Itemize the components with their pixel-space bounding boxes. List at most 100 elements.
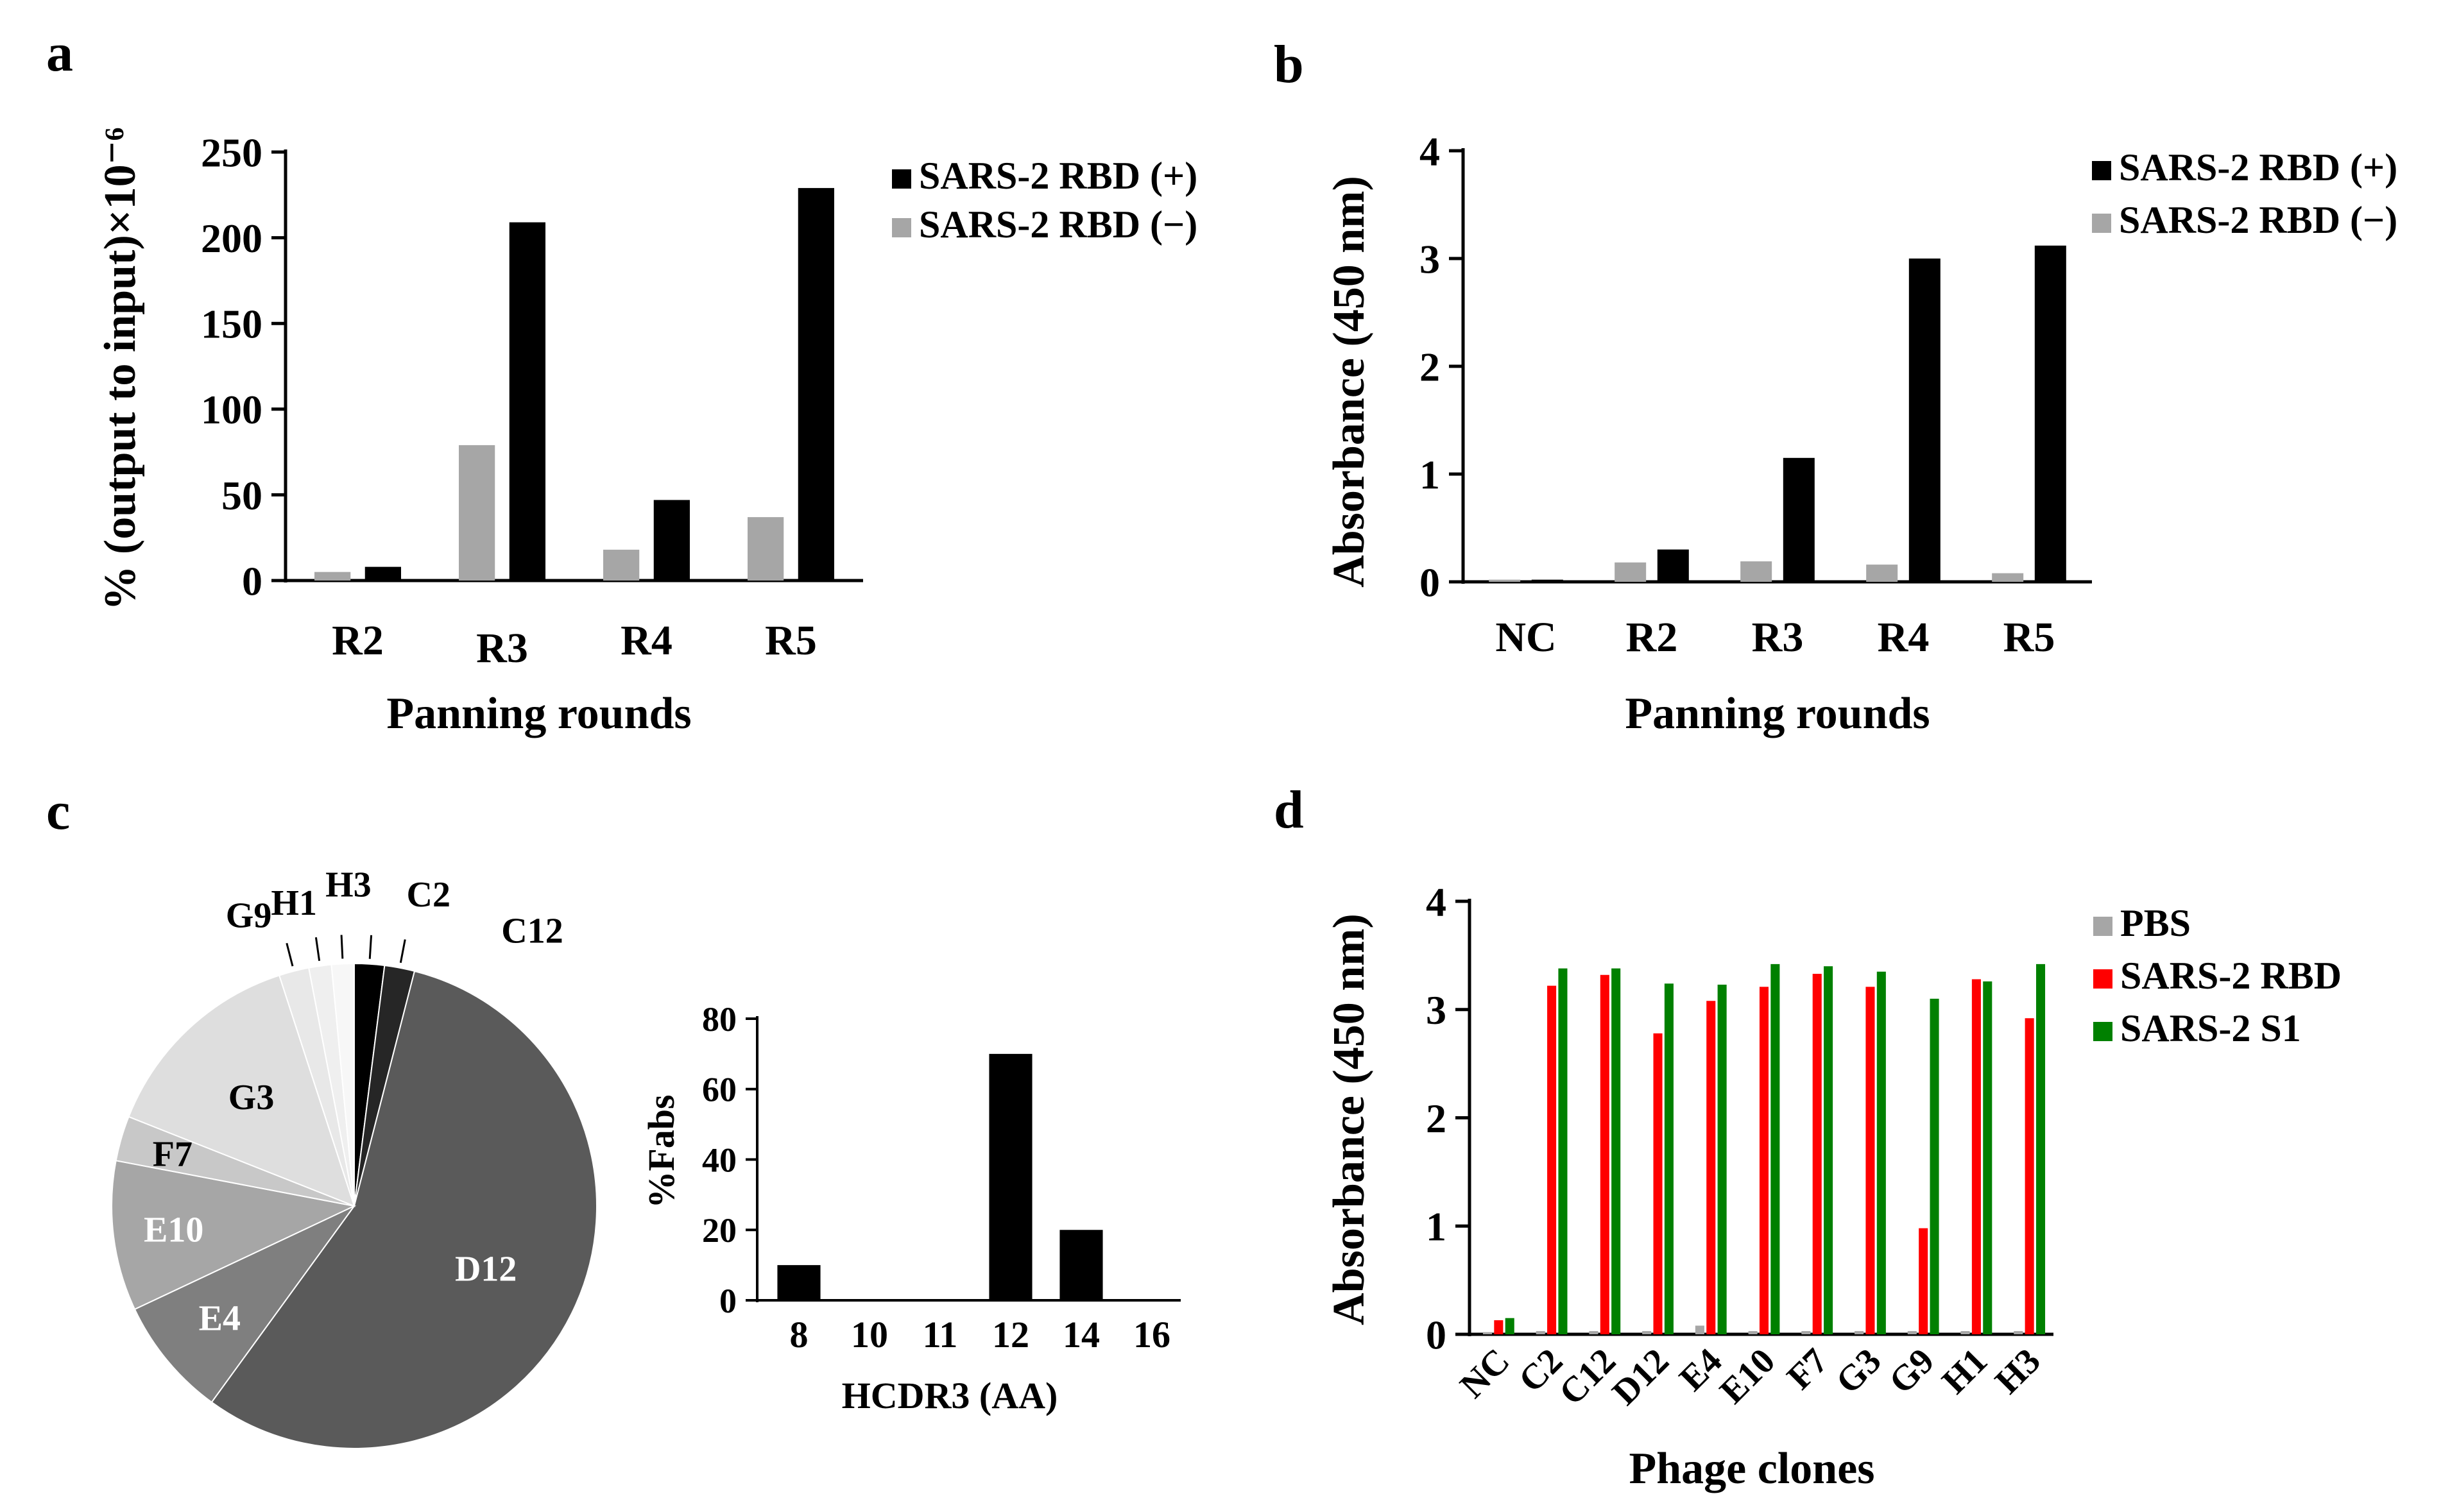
legend-swatch-sars-2-rbd	[2093, 969, 2112, 989]
bar-sars-2-rbd-g9	[1919, 1228, 1928, 1334]
x-tick-label: 10	[851, 1314, 888, 1355]
bar-sars-2-rbd-c12	[1600, 974, 1609, 1334]
x-axis-title: Panning rounds	[386, 689, 691, 738]
chart-panel-a: 0 50 100 150 200 250 R2 R3 R4 R5 Panning rounds % (…	[96, 127, 1197, 738]
pie-label-g9: G9	[226, 896, 272, 935]
x-tick-label: F7	[1779, 1341, 1836, 1397]
legend-label-sars-2-rbd: SARS-2 RBD (−)	[919, 203, 1197, 246]
bar-sars-2-rbd-f7	[1812, 974, 1822, 1334]
bar-pbs-f7	[1801, 1330, 1811, 1334]
bar-sars-2-s1-c12	[1611, 968, 1621, 1334]
y-axis-title: Absorbance (450 nm)	[1324, 913, 1374, 1325]
bar-sars-2-rbd-r2	[1615, 562, 1647, 582]
legend-swatch-sars-2-rbd	[892, 218, 911, 237]
legend-swatch-sars-2-s1	[2093, 1022, 2112, 1041]
bar-sars-2-s1-nc	[1505, 1318, 1514, 1334]
legend-swatch-sars-2-rbd	[2092, 161, 2111, 180]
bar-sars-2-rbd-r5	[748, 517, 784, 581]
pie-leader-line	[286, 942, 294, 967]
y-tick-label: 20	[702, 1211, 737, 1250]
y-tick-label: 2	[1419, 344, 1440, 389]
x-tick-label: R4	[621, 617, 673, 664]
x-tick-label: 8	[790, 1314, 809, 1355]
x-tick-label: 14	[1063, 1314, 1100, 1355]
x-tick-label: R2	[1626, 614, 1678, 661]
bar-sars-2-rbd-nc	[1494, 1320, 1504, 1334]
legend-label-sars-2-rbd: SARS-2 RBD (+)	[2119, 146, 2397, 189]
y-tick-label: 0	[719, 1282, 737, 1320]
y-tick-label: 1	[1426, 1204, 1446, 1250]
bar-sars-2-rbd-r5	[1992, 573, 2024, 582]
bar-sars-2-rbd-h3	[2025, 1018, 2034, 1334]
bar-sars-2-s1-h3	[2035, 964, 2046, 1334]
y-axis-title: % (output to input)×10⁻⁶	[96, 127, 145, 610]
bar-pbs-g9	[1907, 1330, 1917, 1334]
x-tick-label: R3	[476, 625, 528, 672]
x-axis-title: Panning rounds	[1625, 689, 1930, 738]
y-tick-label: 80	[702, 1000, 737, 1039]
pie-leader-line	[368, 935, 373, 959]
bar-sars-2-rbd-e4	[1706, 1001, 1716, 1334]
bar-sars-2-rbd-r3	[509, 222, 545, 581]
bar-pbs-nc	[1482, 1332, 1493, 1334]
x-axis-title: Phage clones	[1629, 1444, 1874, 1493]
y-axis-title: %Fabs	[640, 1094, 682, 1208]
y-axis-title: Absorbance (450 nm)	[1324, 176, 1374, 588]
chart-panel-c-hcdr3: 0 20 40 60 80 8 10 11 12 14 16 HCDR3 (AA) %Fabs	[640, 1000, 1181, 1416]
bar-sars-2-rbd-r2	[1657, 549, 1689, 582]
legend-swatch-pbs	[2093, 917, 2112, 936]
y-tick-label: 4	[1426, 879, 1446, 924]
bar-pbs-h1	[1960, 1330, 1970, 1334]
x-axis-title: HCDR3 (AA)	[842, 1375, 1058, 1416]
x-tick-label: R5	[2003, 614, 2055, 661]
legend-swatch-sars-2-rbd	[892, 169, 911, 189]
x-tick-label: 12	[992, 1314, 1029, 1355]
y-tick-label: 2	[1426, 1096, 1446, 1141]
bar-sars-2-rbd-d12	[1653, 1033, 1663, 1334]
y-tick-label: 50	[221, 473, 262, 518]
y-tick-label: 1	[1419, 452, 1440, 497]
pie-label-h3: H3	[325, 865, 372, 905]
bar-sars-2-s1-f7	[1824, 966, 1833, 1334]
y-tick-label: 3	[1419, 236, 1440, 282]
legend-label-sars-2-rbd: SARS-2 RBD	[2120, 955, 2342, 997]
bar-pbs-g3	[1855, 1330, 1864, 1334]
bar-sars-2-rbd-r2	[364, 566, 401, 581]
x-tick-label: E10	[1712, 1341, 1783, 1411]
bar-sars-2-rbd-r3	[1783, 457, 1815, 582]
bar-sars-2-rbd-nc	[1531, 579, 1563, 582]
legend-swatch-sars-2-rbd	[2092, 214, 2111, 233]
legend-label-sars-2-rbd: SARS-2 RBD (+)	[919, 155, 1197, 197]
x-tick-label: D12	[1605, 1341, 1677, 1413]
bar-sars-2-s1-c2	[1558, 968, 1568, 1334]
x-tick-label: H3	[1987, 1341, 2048, 1401]
y-tick-label: 3	[1426, 987, 1446, 1033]
y-tick-label: 40	[702, 1141, 737, 1179]
pie-leader-line	[314, 937, 321, 962]
x-tick-label: R5	[765, 617, 817, 664]
x-tick-label: NC	[1453, 1341, 1518, 1406]
x-tick-label: NC	[1495, 614, 1556, 661]
pie-label-h1: H1	[271, 883, 317, 923]
bar-pbs-e10	[1748, 1330, 1758, 1334]
x-tick-label: G9	[1881, 1341, 1942, 1401]
pie-label-e10: E10	[144, 1210, 203, 1250]
x-tick-label: 11	[923, 1314, 958, 1355]
bar-sars-2-rbd-r5	[2034, 245, 2066, 582]
y-tick-label: 250	[201, 130, 262, 175]
y-tick-label: 0	[1419, 559, 1440, 605]
y-tick-label: 4	[1419, 128, 1440, 174]
pie-label-f7: F7	[153, 1135, 193, 1175]
pie-label-c12: C12	[501, 911, 563, 951]
bar-sars-2-rbd-r4	[603, 549, 640, 581]
panel-label-b: b	[1274, 35, 1304, 94]
panel-label-a: a	[46, 23, 73, 83]
bar-value-14	[1059, 1230, 1103, 1300]
bar-sars-2-s1-e10	[1770, 964, 1780, 1334]
bar-sars-2-s1-h1	[1983, 981, 1992, 1334]
y-tick-label: 0	[1426, 1312, 1446, 1357]
bar-value-12	[989, 1053, 1032, 1300]
bar-sars-2-s1-g3	[1876, 971, 1886, 1334]
